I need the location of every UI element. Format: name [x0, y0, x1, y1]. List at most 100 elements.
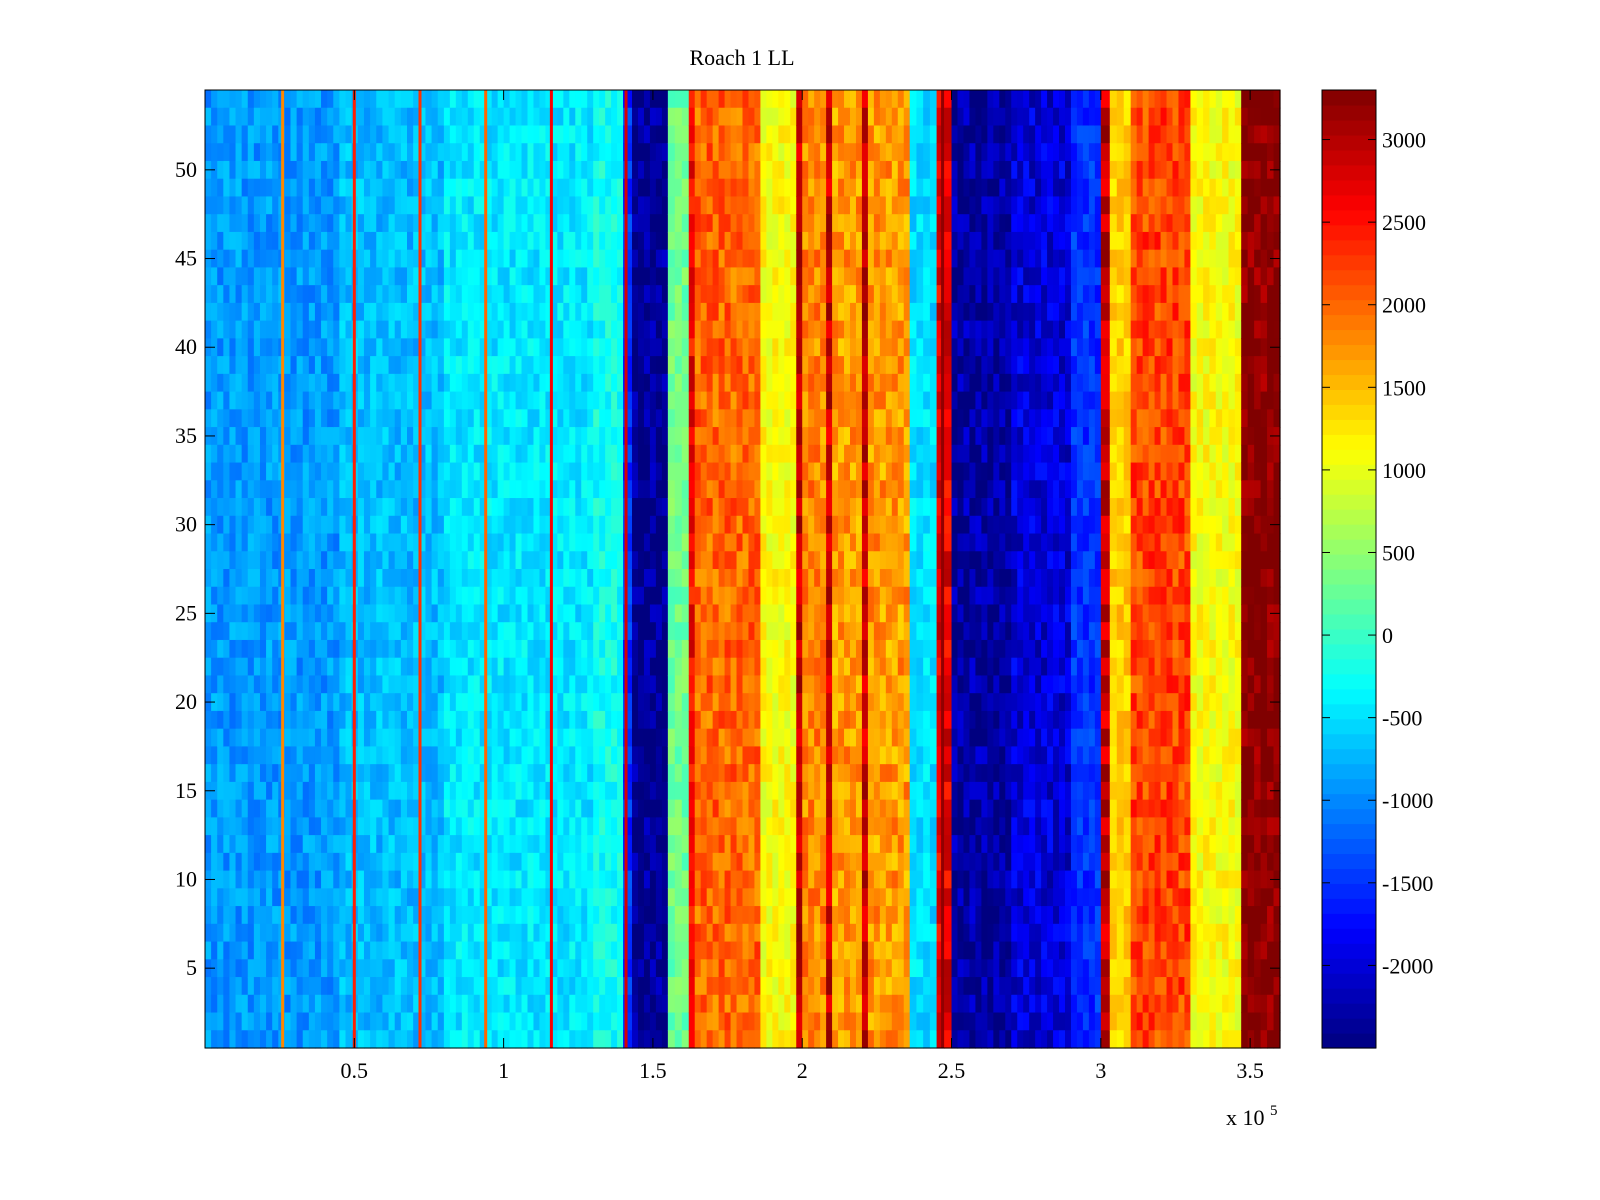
heatmap-cell — [302, 569, 310, 588]
heatmap-cell — [308, 657, 316, 677]
heatmap-cell — [363, 657, 371, 677]
heatmap-cell — [509, 249, 517, 269]
heatmap-cell — [667, 994, 676, 1014]
heatmap-cell — [599, 249, 606, 269]
heatmap-cell — [327, 249, 334, 269]
heatmap-cell — [587, 533, 594, 552]
heatmap-cell — [241, 604, 249, 623]
heatmap-cell — [217, 462, 224, 481]
heatmap-cell — [321, 728, 328, 748]
heatmap-cell — [419, 657, 427, 677]
heatmap-cell — [637, 604, 645, 623]
heatmap-cell — [272, 604, 279, 623]
heatmap-cell — [455, 90, 463, 109]
heatmap-cell — [632, 728, 639, 748]
heatmap-cell — [461, 143, 469, 162]
heatmap-cell — [339, 409, 347, 428]
heatmap-cell — [527, 90, 535, 109]
heatmap-cell — [290, 693, 298, 712]
heatmap-cell — [266, 214, 273, 233]
heatmap-cell — [308, 178, 316, 198]
heatmap-cell — [706, 196, 714, 215]
heatmap-cell — [688, 409, 696, 428]
heatmap-cell — [688, 533, 696, 552]
heatmap-cell — [509, 817, 517, 836]
heatmap-cell — [229, 781, 237, 801]
heatmap-cell — [217, 569, 224, 588]
heatmap-cell — [407, 906, 414, 925]
heatmap-cell — [497, 444, 505, 464]
heatmap-cell — [419, 107, 427, 127]
heatmap-cell — [327, 1012, 334, 1031]
heatmap-cell — [637, 639, 645, 659]
heatmap-cell — [419, 143, 427, 162]
heatmap-cell — [290, 373, 298, 393]
heatmap-cell — [593, 710, 600, 730]
heatmap-cell — [376, 764, 384, 783]
heatmap-cell — [700, 214, 708, 233]
heatmap-cell — [649, 196, 657, 215]
heatmap-cell — [730, 107, 738, 127]
heatmap-cell — [688, 125, 696, 144]
heatmap-cell — [742, 710, 750, 730]
heatmap-cell — [394, 178, 402, 198]
heatmap-cell — [290, 498, 298, 517]
heatmap-cell — [321, 498, 328, 517]
heatmap-cell — [655, 409, 663, 428]
heatmap-cell — [382, 941, 390, 960]
heatmap-cell — [314, 444, 322, 464]
heatmap-cell — [632, 657, 639, 677]
heatmap-cell — [253, 746, 261, 765]
heatmap-cell — [688, 338, 696, 357]
heatmap-cell — [724, 728, 732, 748]
heatmap-cell — [241, 391, 249, 410]
heatmap-cell — [455, 569, 463, 588]
heatmap-cell — [587, 125, 594, 144]
heatmap-cell — [593, 835, 600, 854]
heatmap-cell — [479, 462, 487, 481]
heatmap-cell — [694, 675, 702, 694]
heatmap-cell — [551, 764, 558, 783]
heatmap-cell — [569, 835, 576, 854]
heatmap-cell — [284, 302, 292, 322]
heatmap-cell — [730, 90, 738, 109]
heatmap-cell — [599, 409, 606, 428]
heatmap-cell — [655, 427, 663, 446]
heatmap-cell — [388, 320, 396, 339]
heatmap-cell — [431, 444, 439, 464]
heatmap-cell — [229, 533, 237, 552]
heatmap-cell — [509, 852, 517, 872]
heatmap-cell — [327, 143, 334, 162]
heatmap-cell — [637, 90, 645, 109]
heatmap-cell — [357, 515, 365, 535]
heatmap-cell — [345, 817, 353, 836]
heatmap-cell — [667, 214, 676, 233]
heatmap-cell — [611, 941, 618, 960]
heatmap-cell — [229, 143, 237, 162]
heatmap-cell — [688, 302, 696, 322]
heatmap-cell — [599, 480, 606, 499]
heatmap-cell — [363, 391, 371, 410]
heatmap-cell — [217, 781, 224, 801]
heatmap-cell — [296, 959, 304, 978]
heatmap-cell — [321, 1030, 328, 1049]
heatmap-cell — [253, 1030, 261, 1049]
heatmap-cell — [259, 693, 267, 712]
heatmap-cell — [700, 533, 708, 552]
heatmap-cell — [700, 90, 708, 109]
heatmap-cell — [217, 214, 224, 233]
heatmap-cell — [425, 462, 433, 481]
heatmap-cell — [681, 373, 690, 393]
heatmap-cell — [217, 444, 224, 464]
heatmap-cell — [661, 639, 669, 659]
heatmap-cell — [661, 657, 669, 677]
heatmap-cell — [557, 427, 564, 446]
heatmap-cell — [521, 852, 529, 872]
heatmap-cell — [736, 994, 744, 1014]
heatmap-cell — [437, 427, 445, 446]
heatmap-cell — [674, 320, 683, 339]
heatmap-cell — [611, 764, 618, 783]
heatmap-cell — [655, 373, 663, 393]
heatmap-cell — [357, 941, 365, 960]
heatmap-cell — [730, 852, 738, 872]
